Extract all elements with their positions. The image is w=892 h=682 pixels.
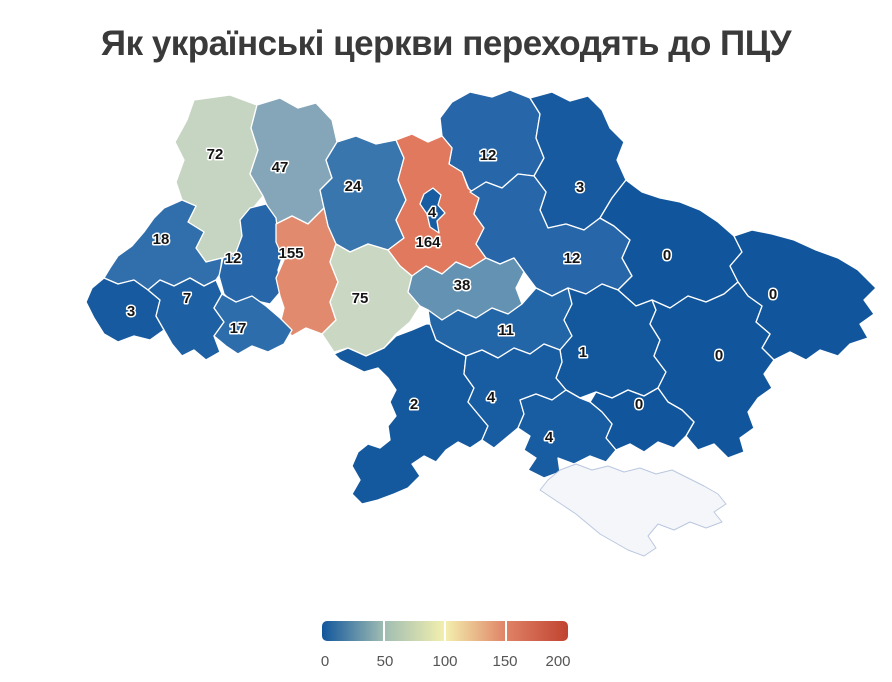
legend-tick-200: 200 [545,653,570,670]
region-dnipropetrovsk[interactable] [555,283,667,399]
region-chernivtsi[interactable] [213,293,293,355]
region-ivano-frankivsk-label: 7 [183,290,191,307]
region-ternopil-label: 12 [225,250,242,267]
region-vinnytsia-label: 75 [352,290,369,307]
region-mykolaiv-label: 4 [487,389,496,406]
region-chernihiv-label: 12 [480,147,497,164]
legend-divider-50 [383,621,385,641]
region-luhansk-label: 0 [769,286,777,303]
legend-tick-50: 50 [377,653,394,670]
region-kyiv-city-label: 4 [428,204,437,221]
region-kyiv-city[interactable] [419,187,446,234]
region-kirovohrad-label: 11 [498,322,514,339]
legend-divider-100 [444,621,446,641]
region-dnipropetrovsk-label: 1 [579,344,587,361]
region-sumy-label: 3 [576,179,584,196]
region-odesa-label: 2 [410,396,418,413]
region-vinnytsia[interactable] [321,243,421,357]
region-crimea[interactable] [539,463,727,557]
legend: 0 50 100 150 200 [321,621,571,670]
region-zhytomyr-label: 24 [345,178,362,195]
region-rivne-label: 47 [272,159,289,176]
region-zaporizhzhia-label: 0 [635,396,643,413]
region-odesa[interactable] [333,323,489,505]
legend-tick-0: 0 [321,653,329,670]
region-donetsk[interactable] [649,281,775,459]
region-chernivtsi-label: 17 [230,320,247,337]
region-kharkiv-label: 0 [663,247,671,264]
region-kherson-label: 4 [545,429,554,446]
region-khmelnytskyi-label: 155 [278,245,303,262]
region-kyiv-oblast-label: 164 [415,234,441,251]
legend-divider-150 [505,621,507,641]
region-zakarpattia-label: 3 [127,303,135,320]
region-donetsk-label: 0 [715,347,723,364]
region-labels: 72 47 24 12 3 4 164 18 12 155 75 38 12 0… [125,145,778,448]
region-volyn-label: 72 [207,146,224,163]
page-title: Як українські церкви переходять до ПЦУ [100,24,792,63]
region-lviv-label: 18 [153,231,170,248]
legend-tick-150: 150 [492,653,517,670]
region-zakarpattia[interactable] [85,277,165,343]
region-poltava-label: 12 [564,250,581,267]
region-zhytomyr[interactable] [319,135,407,253]
region-khmelnytskyi[interactable] [275,207,339,337]
region-kherson[interactable] [517,389,617,479]
region-cherkasy-label: 38 [454,277,471,294]
legend-tick-100: 100 [432,653,457,670]
